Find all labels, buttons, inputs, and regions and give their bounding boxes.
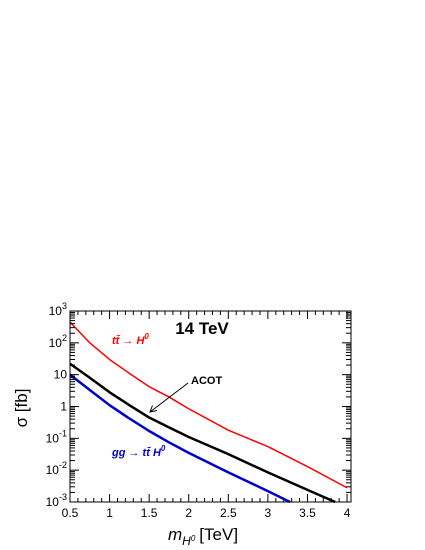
- chart-title: 14 TeV: [175, 319, 229, 338]
- annotation-tt-part1: t: [112, 335, 117, 347]
- x-axis-label-unit: [TeV]: [199, 525, 238, 544]
- acot-arrow-line: [149, 382, 189, 413]
- series-line-gg-to-tth0: [69, 373, 291, 504]
- x-tick-label: 1.5: [141, 506, 158, 520]
- annotation-gg-part2: t̄: [146, 447, 151, 459]
- plot-frame: [69, 310, 352, 503]
- y-tick-base: 10: [54, 368, 68, 382]
- y-tick-base: 1: [60, 400, 67, 414]
- x-tick-label: 4: [344, 506, 351, 520]
- y-tick-base: 10: [46, 495, 60, 509]
- y-tick-base: 10: [49, 304, 63, 318]
- annotation-tt-part2: t̄: [116, 335, 121, 347]
- y-tick-label: 102: [49, 333, 67, 350]
- x-axis-label-sup: 0: [191, 534, 196, 543]
- x-axis-label-main: m: [168, 525, 182, 544]
- annotation-tt-part3: → H: [119, 335, 145, 347]
- x-tick-label: 0.5: [62, 506, 79, 520]
- y-tick-label: 10-2: [46, 460, 67, 477]
- y-tick-base: 10: [46, 431, 60, 445]
- y-tick-label: 10-1: [46, 428, 67, 445]
- y-tick-exponent: -3: [59, 492, 67, 502]
- annotation-gg-part1: gg → t: [111, 447, 148, 459]
- y-axis-label: σ [fb]: [12, 389, 31, 428]
- x-axis-label: mH0 [TeV]: [168, 525, 238, 548]
- y-tick-exponent: 3: [62, 301, 67, 311]
- y-tick-label: 10: [54, 368, 68, 382]
- y-tick-exponent: -1: [59, 428, 67, 438]
- x-axis-label-sub: H: [182, 534, 191, 548]
- annotation-tt-to-h0: tt̄ → H0: [112, 332, 149, 347]
- annotation-tt-sup: 0: [144, 332, 149, 341]
- y-tick-label: 10-3: [46, 492, 67, 509]
- series-lines: [69, 321, 348, 504]
- annotation-acot: ACOT: [191, 375, 222, 387]
- x-tick-label: 3.5: [299, 506, 316, 520]
- series-line-acot: [69, 362, 336, 504]
- y-tick-base: 10: [49, 336, 63, 350]
- annotation-gg-to-tth0: gg → tt̄ H0: [111, 444, 166, 459]
- x-tick-label: 3: [265, 506, 272, 520]
- y-tick-label: 103: [49, 301, 67, 318]
- annotation-gg-part3: H: [150, 447, 162, 459]
- y-tick-exponent: -2: [59, 460, 67, 470]
- annotation-gg-sup: 0: [161, 444, 166, 453]
- x-tick-label: 2.5: [220, 506, 237, 520]
- y-tick-base: 10: [46, 463, 60, 477]
- x-tick-label: 1: [106, 506, 113, 520]
- x-tick-label: 2: [185, 506, 192, 520]
- acot-arrow-head: [149, 405, 158, 413]
- y-tick-exponent: 2: [62, 333, 67, 343]
- y-tick-label: 1: [60, 400, 67, 414]
